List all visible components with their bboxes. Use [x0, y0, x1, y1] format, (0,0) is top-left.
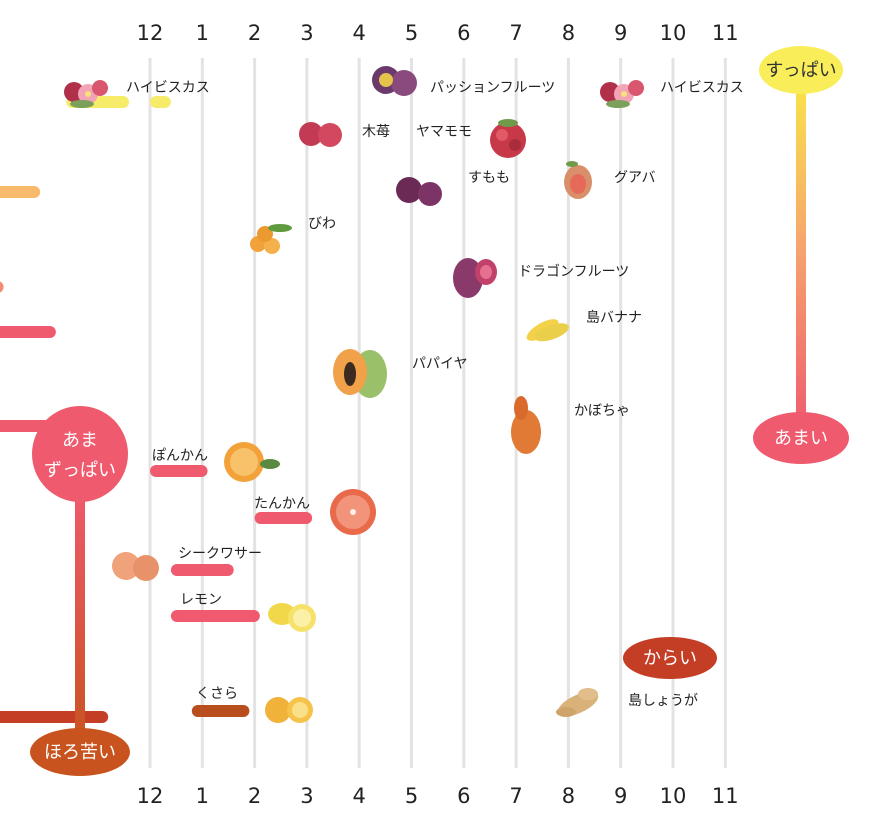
sweet-bubble	[753, 412, 849, 464]
tick-top-8: 8	[562, 21, 575, 45]
fruit-label-9: 島バナナ	[586, 310, 642, 326]
season-bar-6	[0, 186, 41, 198]
season-bar-12	[150, 465, 208, 477]
plum-icon	[396, 177, 442, 206]
raspberry-icon	[299, 122, 342, 147]
bitter-bubble	[30, 728, 130, 776]
tick-top-2: 2	[248, 21, 261, 45]
fruit-label-4: ヤマモモ	[416, 124, 472, 140]
banana-icon	[526, 319, 569, 342]
hibiscus-icon	[64, 80, 108, 108]
sour-bubble	[759, 46, 843, 94]
sweetsour-label-line2: ずっぱい	[44, 460, 116, 481]
tick-top-6: 6	[457, 21, 470, 45]
fruit-label-0: ハイビスカス	[126, 80, 210, 96]
fruit-label-2: ハイビスカス	[660, 80, 744, 96]
sour-label: すっぱい	[765, 60, 836, 81]
tick-top-9: 9	[614, 21, 627, 45]
tick-bottom-1: 1	[196, 784, 209, 808]
ginger-icon	[556, 688, 599, 717]
tick-top-5: 5	[405, 21, 418, 45]
sweetsour-bubble	[32, 406, 128, 502]
lemon-icon	[268, 603, 316, 632]
papaya-icon	[333, 349, 387, 398]
tick-bottom-2: 2	[248, 784, 261, 808]
fruit-label-13: たんかん	[254, 496, 310, 512]
tick-top-3: 3	[300, 21, 313, 45]
fruit-label-11: かぼちゃ	[574, 403, 630, 419]
season-bar-13	[254, 512, 313, 524]
loquat-icon	[250, 224, 292, 254]
pumpkin-icon	[511, 396, 541, 454]
fruit-label-8: ドラゴンフルーツ	[518, 263, 629, 280]
sour-sweet-gradient	[796, 92, 806, 434]
bayberry-icon	[490, 119, 526, 158]
sweetsour-label-line1: あま	[62, 430, 98, 451]
kusara-icon	[265, 697, 313, 723]
tick-top-10: 10	[660, 21, 687, 45]
sweet-label: あまい	[774, 428, 828, 449]
season-bars	[0, 96, 313, 723]
spicy-label: からい	[643, 648, 697, 669]
season-bar-17	[0, 711, 109, 723]
fruit-label-16: くさら	[196, 686, 238, 702]
tick-bottom-11: 11	[712, 784, 739, 808]
fruit-label-5: すもも	[468, 170, 510, 186]
season-bar-16	[191, 705, 250, 717]
month-gridlines	[148, 58, 727, 768]
tick-bottom-4: 4	[353, 784, 366, 808]
season-bar-11	[0, 420, 51, 432]
sweetsour-bitter-scale: あま ずっぱい ほろ苦い	[30, 406, 130, 776]
fruit-icons	[64, 66, 644, 723]
fruit-label-14: シークワサー	[178, 546, 262, 562]
tick-bottom-12: 12	[137, 784, 164, 808]
tick-bottom-9: 9	[614, 784, 627, 808]
tick-top-1: 1	[196, 21, 209, 45]
season-bar-9	[0, 326, 56, 338]
tick-top-11: 11	[712, 21, 739, 45]
fruit-label-12: ぽんかん	[152, 448, 208, 464]
bitter-label: ほろ苦い	[44, 742, 116, 763]
fruit-label-3: 木苺	[362, 124, 390, 140]
tick-top-4: 4	[353, 21, 366, 45]
tankan-icon	[330, 489, 376, 535]
sour-sweet-scale: すっぱい あまい	[753, 46, 849, 464]
spicy-tag: からい	[623, 637, 717, 679]
tick-top-12: 12	[137, 21, 164, 45]
hibiscus-icon	[600, 80, 644, 108]
season-bar-15	[170, 610, 260, 622]
tick-bottom-5: 5	[405, 784, 418, 808]
tick-bottom-10: 10	[660, 784, 687, 808]
ponkan-icon	[224, 442, 280, 482]
tick-bottom-8: 8	[562, 784, 575, 808]
fruit-label-15: レモン	[180, 592, 222, 608]
fruit-label-6: グアバ	[614, 170, 655, 186]
shikuwasa-icon	[112, 552, 159, 581]
dragon-fruit-icon	[453, 258, 497, 298]
season-bar-8	[0, 281, 4, 293]
spicy-bubble	[623, 637, 717, 679]
fruit-label-10: パパイヤ	[412, 356, 468, 372]
season-bar-0	[150, 96, 171, 108]
tick-bottom-3: 3	[300, 784, 313, 808]
sweetsour-bitter-gradient	[75, 480, 85, 752]
passion-fruit-icon	[372, 66, 417, 96]
fruit-label-1: パッションフルーツ	[430, 80, 555, 96]
fruit-label-7: びわ	[308, 216, 336, 232]
fruit-label-17: 島しょうが	[628, 693, 698, 709]
tick-bottom-6: 6	[457, 784, 470, 808]
guava-icon	[564, 161, 592, 199]
tick-top-7: 7	[509, 21, 522, 45]
tick-bottom-7: 7	[509, 784, 522, 808]
season-bar-14	[170, 564, 234, 576]
